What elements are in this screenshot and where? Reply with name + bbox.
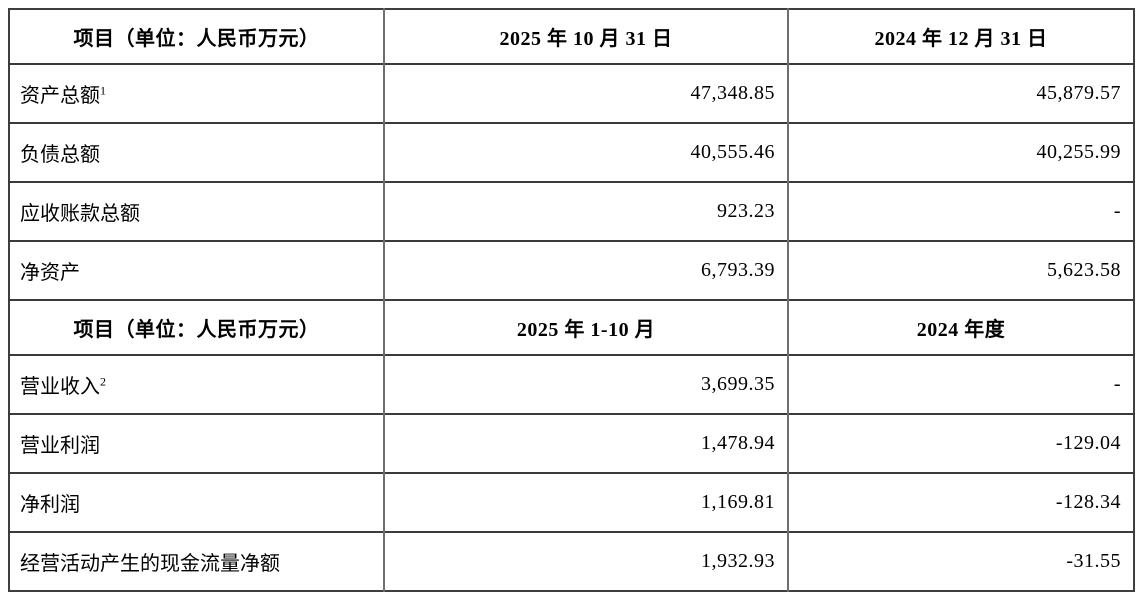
value-current: 1,478.94 [383, 413, 788, 473]
value-prior: 40,255.99 [787, 122, 1134, 182]
header-item-column: 项目（单位：人民币万元） [9, 9, 384, 64]
value-current: 923.23 [383, 181, 788, 241]
header-period-2025-1-10: 2025 年 1-10 月 [383, 299, 788, 355]
table-header-row-balance: 项目（单位：人民币万元） 2025 年 10 月 31 日 2024 年 12 … [9, 9, 1134, 64]
header-period-2024-full-year: 2024 年度 [787, 299, 1134, 355]
table-row-net-assets: 净资产 6,793.39 5,623.58 [9, 240, 1134, 300]
value-current: 1,932.93 [383, 531, 788, 591]
table-row-net-profit: 净利润 1,169.81 -128.34 [9, 472, 1134, 532]
value-current: 1,169.81 [383, 472, 788, 532]
value-prior: - [787, 181, 1134, 241]
table-row-accounts-receivable: 应收账款总额 923.23 - [9, 181, 1134, 241]
row-label-text: 净利润 [20, 494, 80, 516]
table-row-total-assets: 资产总额1 47,348.85 45,879.57 [9, 63, 1134, 123]
value-current: 47,348.85 [383, 63, 788, 123]
row-label-text: 净资产 [20, 262, 80, 284]
value-current: 3,699.35 [383, 354, 788, 414]
row-label-text: 营业收入 [20, 376, 100, 398]
row-label-text: 负债总额 [20, 144, 100, 166]
row-label: 营业利润 [9, 413, 384, 473]
row-label: 应收账款总额 [9, 181, 384, 241]
header-date-2024-12-31: 2024 年 12 月 31 日 [787, 9, 1134, 64]
table-row-operating-cash-flow: 经营活动产生的现金流量净额 1,932.93 -31.55 [9, 531, 1134, 591]
value-current: 6,793.39 [383, 240, 788, 300]
table-row-operating-profit: 营业利润 1,478.94 -129.04 [9, 413, 1134, 473]
row-label-text: 经营活动产生的现金流量净额 [20, 553, 280, 575]
row-label-text: 资产总额 [20, 85, 100, 107]
value-current: 40,555.46 [383, 122, 788, 182]
value-prior: -128.34 [787, 472, 1134, 532]
row-label: 负债总额 [9, 122, 384, 182]
value-prior: -129.04 [787, 413, 1134, 473]
table-row-operating-revenue: 营业收入2 3,699.35 - [9, 354, 1134, 414]
row-label: 经营活动产生的现金流量净额 [9, 531, 384, 591]
value-prior: - [787, 354, 1134, 414]
row-label-text: 营业利润 [20, 435, 100, 457]
row-label: 资产总额1 [9, 63, 384, 123]
value-prior: -31.55 [787, 531, 1134, 591]
row-label: 净资产 [9, 240, 384, 300]
value-prior: 5,623.58 [787, 240, 1134, 300]
header-item-column: 项目（单位：人民币万元） [9, 299, 384, 355]
footnote-marker: 1 [100, 83, 106, 98]
table-header-row-income: 项目（单位：人民币万元） 2025 年 1-10 月 2024 年度 [9, 299, 1134, 355]
row-label: 营业收入2 [9, 354, 384, 414]
financial-summary-table: 项目（单位：人民币万元） 2025 年 10 月 31 日 2024 年 12 … [8, 8, 1135, 592]
header-date-2025-10-31: 2025 年 10 月 31 日 [383, 9, 788, 64]
value-prior: 45,879.57 [787, 63, 1134, 123]
footnote-marker: 2 [100, 374, 106, 389]
row-label: 净利润 [9, 472, 384, 532]
row-label-text: 应收账款总额 [20, 203, 140, 225]
table-row-total-liabilities: 负债总额 40,555.46 40,255.99 [9, 122, 1134, 182]
